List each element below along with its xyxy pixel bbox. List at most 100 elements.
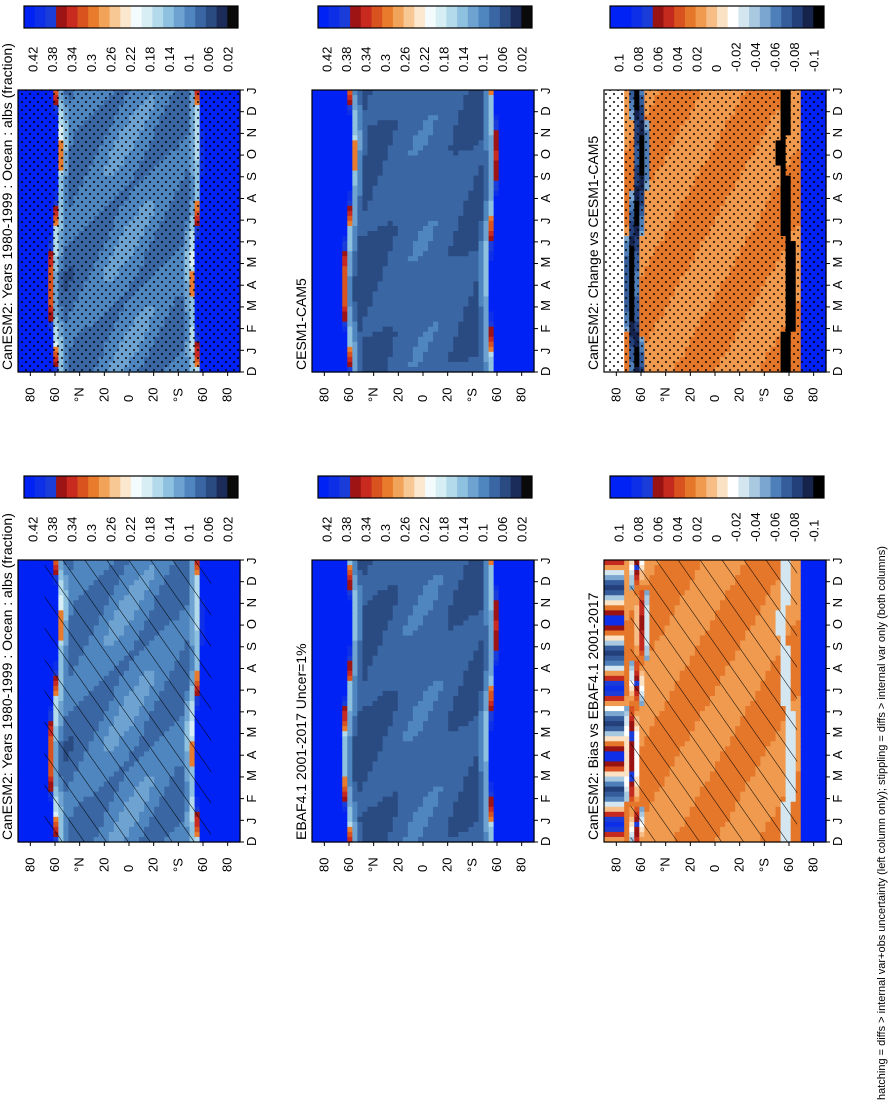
heatmap-cell [33,610,39,616]
heatmap-cell [209,640,216,647]
heatmap-cell [38,565,44,571]
heatmap-cell [28,711,34,717]
heatmap-cell [234,655,241,662]
heatmap-cell [219,766,226,773]
heatmap-cell [219,665,226,672]
heatmap-cell [18,590,24,596]
heatmap-cell [234,640,241,647]
heatmap-cell [28,690,34,697]
heatmap-cell [209,575,216,581]
heatmap-cell [38,605,44,611]
heatmap-cell [214,786,221,793]
heatmap-cell [224,736,231,742]
x-tick-label: A [244,663,259,672]
heatmap-cell [209,650,216,657]
heatmap-cell [224,831,231,838]
heatmap-cell [219,726,226,732]
heatmap-cell [28,806,34,813]
heatmap-cell [229,711,236,717]
colorbar-label: 0.02 [220,517,235,542]
colorbar-label: 0.06 [201,517,216,542]
heatmap-cell [38,670,44,677]
heatmap-cell [219,570,226,576]
heatmap-cell [33,650,39,657]
heatmap-cell [219,731,226,737]
heatmap-cell [33,796,39,803]
heatmap-cell [38,655,44,662]
heatmap-cell [234,721,241,727]
heatmap-cell [229,836,236,843]
heatmap-cell [33,816,39,823]
heatmap-cell [28,786,34,793]
heatmap-cell [229,831,236,838]
heatmap-cell [18,580,24,586]
heatmap-cell [38,781,44,788]
heatmap-cell [38,701,44,707]
heatmap-cell [18,751,24,757]
heatmap-cell [18,736,24,742]
heatmap-cell [214,776,221,783]
heatmap-cell [234,791,241,798]
heatmap-cell [209,776,216,783]
x-tick-label: J [244,709,259,716]
heatmap-cell [18,575,24,581]
heatmap-cell [224,761,231,768]
heatmap-cell [214,620,221,627]
heatmap-cell [23,605,29,611]
heatmap-cell [224,645,231,652]
heatmap-cell [234,690,241,697]
heatmap-cell [219,756,226,763]
heatmap-cell [209,761,216,768]
heatmap-cell [234,786,241,793]
heatmap-cell [229,575,236,581]
heatmap-cell [38,640,44,647]
heatmap-cell [209,695,216,702]
x-tick-label: J [244,558,259,565]
colorbar-label: 0.34 [65,517,80,542]
heatmap-cell [229,706,236,712]
heatmap-cell [28,781,34,788]
heatmap-cell [219,590,226,596]
heatmap-cell [38,836,44,843]
heatmap-cell [219,625,226,632]
heatmap-cell [214,736,221,742]
heatmap-cell [33,675,39,682]
colorbar-label: 0.22 [123,517,138,542]
heatmap-cell [224,751,231,757]
heatmap-cell [229,600,236,606]
heatmap-cell [229,655,236,662]
heatmap-cell [18,680,24,687]
heatmap-cell [38,600,44,606]
heatmap-cell [23,801,29,808]
heatmap-cell [214,665,221,672]
x-tick-label: D [244,837,259,846]
heatmap-cell [38,821,44,828]
heatmap-cell [38,766,44,773]
heatmap-cell [33,690,39,697]
heatmap-cell [33,721,39,727]
heatmap-cell [219,761,226,768]
heatmap-cell [209,726,216,732]
heatmap-cell [28,751,34,757]
heatmap-cell [23,685,29,692]
heatmap-cell [38,650,44,657]
heatmap-cell [28,796,34,803]
heatmap-cell [28,761,34,768]
heatmap-cell [28,570,34,576]
heatmap-cell [33,706,39,712]
heatmap-cell [33,791,39,798]
heatmap-cell [219,816,226,823]
x-tick-label: N [244,598,259,607]
heatmap-cell [219,640,226,647]
heatmap-cell [229,761,236,768]
heatmap-cell [234,766,241,773]
heatmap-cell [209,811,216,818]
panels-group: CanESM2: Years 1980-1999 : Ocean : albs … [0,5,845,872]
heatmap-cell [28,590,34,596]
heatmap-cell [18,721,24,727]
heatmap-cell [28,771,34,778]
heatmap-cell [28,701,34,707]
heatmap-cell [33,716,39,722]
heatmap-cell [23,721,29,727]
heatmap-cell [23,806,29,813]
